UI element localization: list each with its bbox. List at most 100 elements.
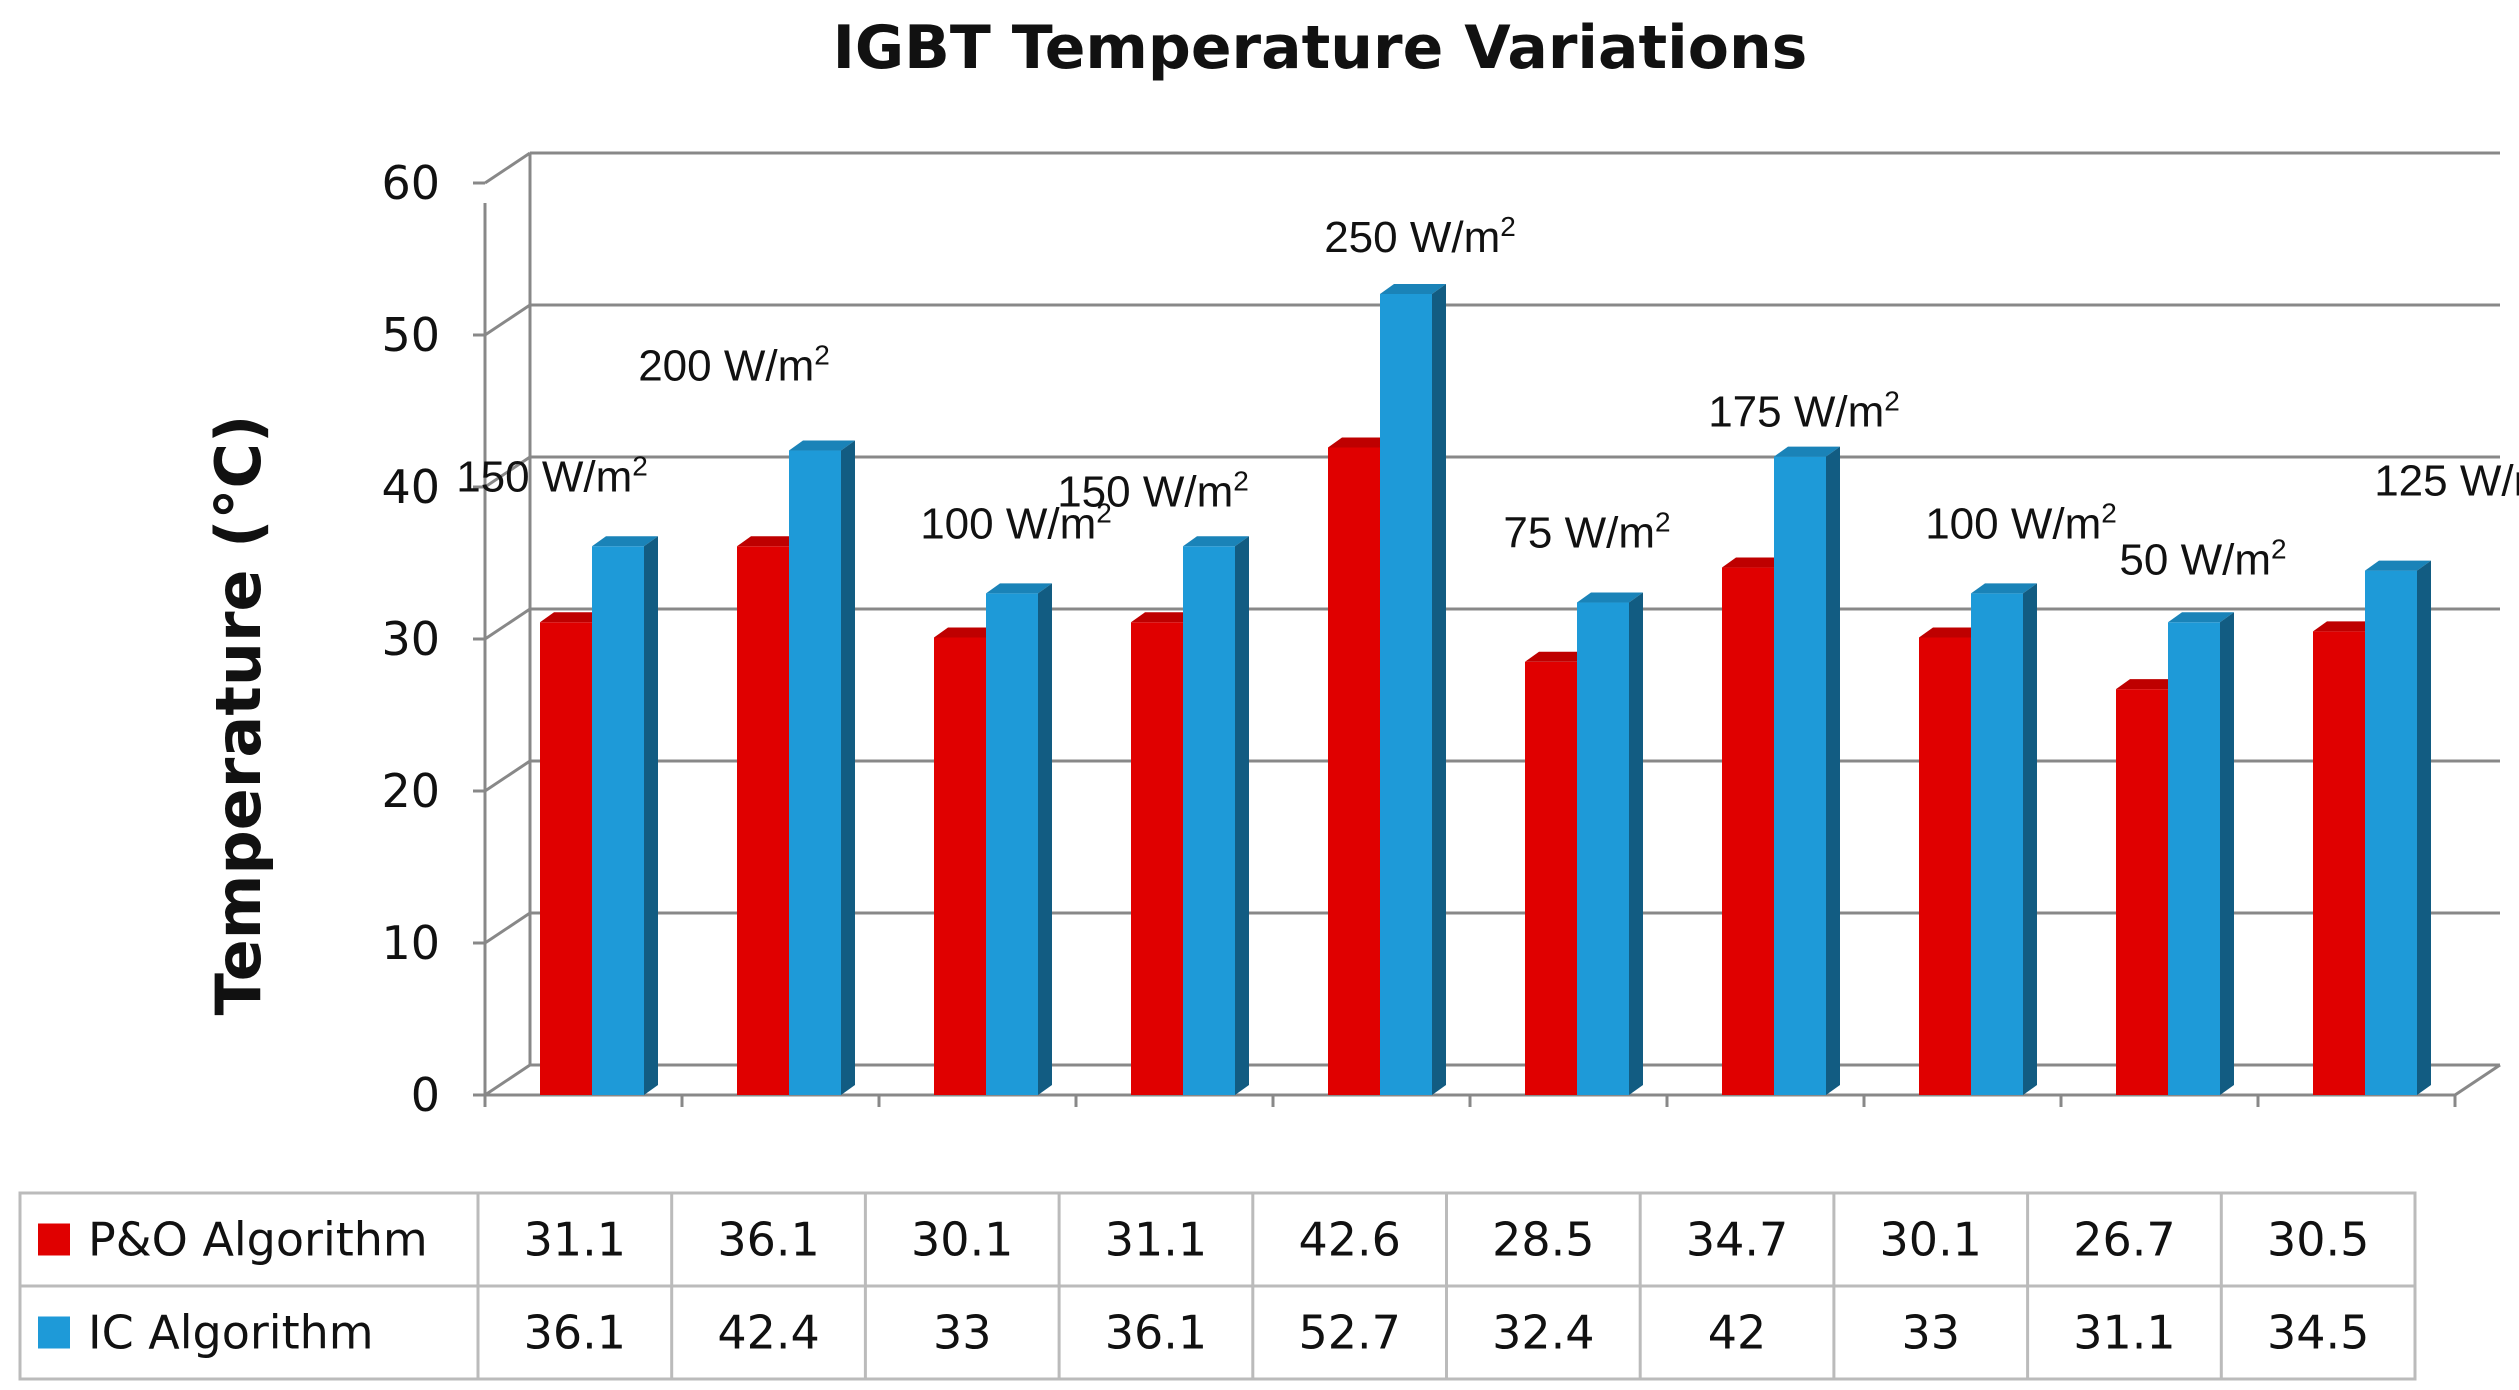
bar-side: [644, 536, 658, 1095]
bar-top: [986, 583, 1052, 594]
bar-annotation: 150 W/m2: [456, 450, 648, 501]
bar-ic-7: [1774, 446, 1840, 1096]
bar-front: [1183, 546, 1235, 1095]
table-cell: 31.1: [2073, 1306, 2175, 1360]
bar-annotation: 175 W/m2: [1708, 386, 1900, 437]
y-tick-label: 40: [381, 460, 440, 514]
table-cell: 30.1: [1880, 1213, 1982, 1267]
bar-side: [1038, 583, 1052, 1095]
bar-front: [934, 637, 986, 1095]
bar-ic-10: [2365, 560, 2431, 1095]
bar-front: [1774, 456, 1826, 1096]
bar-ic-8: [1971, 583, 2037, 1095]
bar-front: [1131, 622, 1183, 1095]
bar-ic-1: [592, 536, 658, 1095]
bar-top: [1919, 627, 1985, 638]
table-cell: 30.5: [2267, 1213, 2369, 1267]
bar-top: [2168, 612, 2234, 623]
data-table: P&O Algorithm 31.1 36.1 30.1 31.1 42.6 28.5 34.…: [18, 1191, 2417, 1381]
bar-po-4: [1131, 612, 1197, 1095]
bar-top: [1774, 446, 1840, 457]
bars: [540, 283, 2431, 1096]
legend-swatch: [38, 1316, 70, 1349]
bar-annotation: 75 W/m2: [1503, 507, 1670, 558]
table-cell: 36.1: [717, 1213, 819, 1267]
legend-label: P&O Algorithm: [88, 1213, 428, 1267]
bar-annotation: 100 W/m2: [920, 497, 1112, 548]
bar-top: [2365, 560, 2431, 571]
y-tick-label: 60: [381, 156, 440, 210]
bar-front: [737, 546, 789, 1095]
bar-ic-6: [1577, 592, 1643, 1095]
bar-top: [1722, 557, 1788, 568]
bar-top: [1525, 651, 1591, 662]
bar-top: [592, 536, 658, 547]
y-axis-label: Temperature (°C): [202, 415, 275, 1016]
bar-front: [1919, 637, 1971, 1095]
table-cell: 34.7: [1686, 1213, 1788, 1267]
table-cell: 33: [933, 1306, 992, 1360]
bar-front: [986, 593, 1038, 1095]
table-cell: 34.5: [2267, 1306, 2369, 1360]
bar-top: [1183, 536, 1249, 547]
bar-top: [737, 536, 803, 547]
gridline-diag: [484, 1063, 531, 1097]
bar-front: [789, 450, 841, 1095]
bar-front: [2313, 631, 2365, 1095]
y-tick-label: 50: [381, 308, 440, 362]
gridline-diag: [484, 455, 531, 489]
bar-front: [1577, 602, 1629, 1095]
bar-top: [789, 440, 855, 451]
bar-top: [2313, 621, 2379, 632]
bar-front: [592, 546, 644, 1095]
table-row: P&O Algorithm 31.1 36.1 30.1 31.1 42.6 28.5 34.…: [38, 1213, 2369, 1267]
bar-top: [2116, 679, 2182, 690]
chart-title: IGBT Temperature Variations: [833, 13, 1808, 83]
legend-swatch: [38, 1223, 70, 1256]
bar-annotation: 100 W/m2: [1925, 497, 2117, 548]
bar-side: [841, 440, 855, 1095]
bar-ic-2: [789, 440, 855, 1095]
table-row: IC Algorithm 36.1 42.4 33 36.1 52.7 32.4 42 33 31…: [38, 1306, 2369, 1360]
bar-side: [1629, 592, 1643, 1095]
table-cell: 36.1: [524, 1306, 626, 1360]
bar-top: [934, 627, 1000, 638]
bar-front: [2116, 689, 2168, 1095]
table-cell: 31.1: [1105, 1213, 1207, 1267]
bar-front: [1380, 293, 1432, 1096]
table-cell: 42.6: [1298, 1213, 1400, 1267]
bar-side: [1235, 536, 1249, 1095]
bar-ic-9: [2168, 612, 2234, 1095]
bar-front: [1971, 593, 2023, 1095]
bar-front: [540, 622, 592, 1095]
table-cell: 30.1: [911, 1213, 1013, 1267]
y-tick-label: 30: [381, 612, 440, 666]
bar-annotation: 125 W/m2: [2374, 455, 2519, 506]
bar-top: [540, 612, 606, 623]
bar-side: [2417, 560, 2431, 1095]
gridline-diag: [484, 303, 531, 337]
table-cell: 28.5: [1492, 1213, 1594, 1267]
bar-ic-3: [986, 583, 1052, 1095]
y-tick-label: 20: [381, 764, 440, 818]
bar-front: [1328, 447, 1380, 1096]
bar-annotation: 200 W/m2: [638, 340, 830, 391]
bar-annotation: 50 W/m2: [2119, 533, 2286, 584]
bar-front: [1722, 567, 1774, 1095]
table-cell: 52.7: [1298, 1306, 1400, 1360]
bar-top: [1131, 612, 1197, 623]
table-cell: 42.4: [717, 1306, 819, 1360]
table-cell: 42: [1708, 1306, 1767, 1360]
bar-side: [1432, 283, 1446, 1096]
table-cell: 33: [1901, 1306, 1960, 1360]
bar-top: [1380, 283, 1446, 294]
gridline-diag: [484, 151, 531, 185]
bar-ic-5: [1380, 283, 1446, 1096]
table-cell: 31.1: [524, 1213, 626, 1267]
bar-front: [2168, 622, 2220, 1095]
floor-edge: [2454, 1063, 2501, 1097]
bar-front: [2365, 570, 2417, 1095]
bar-side: [2220, 612, 2234, 1095]
